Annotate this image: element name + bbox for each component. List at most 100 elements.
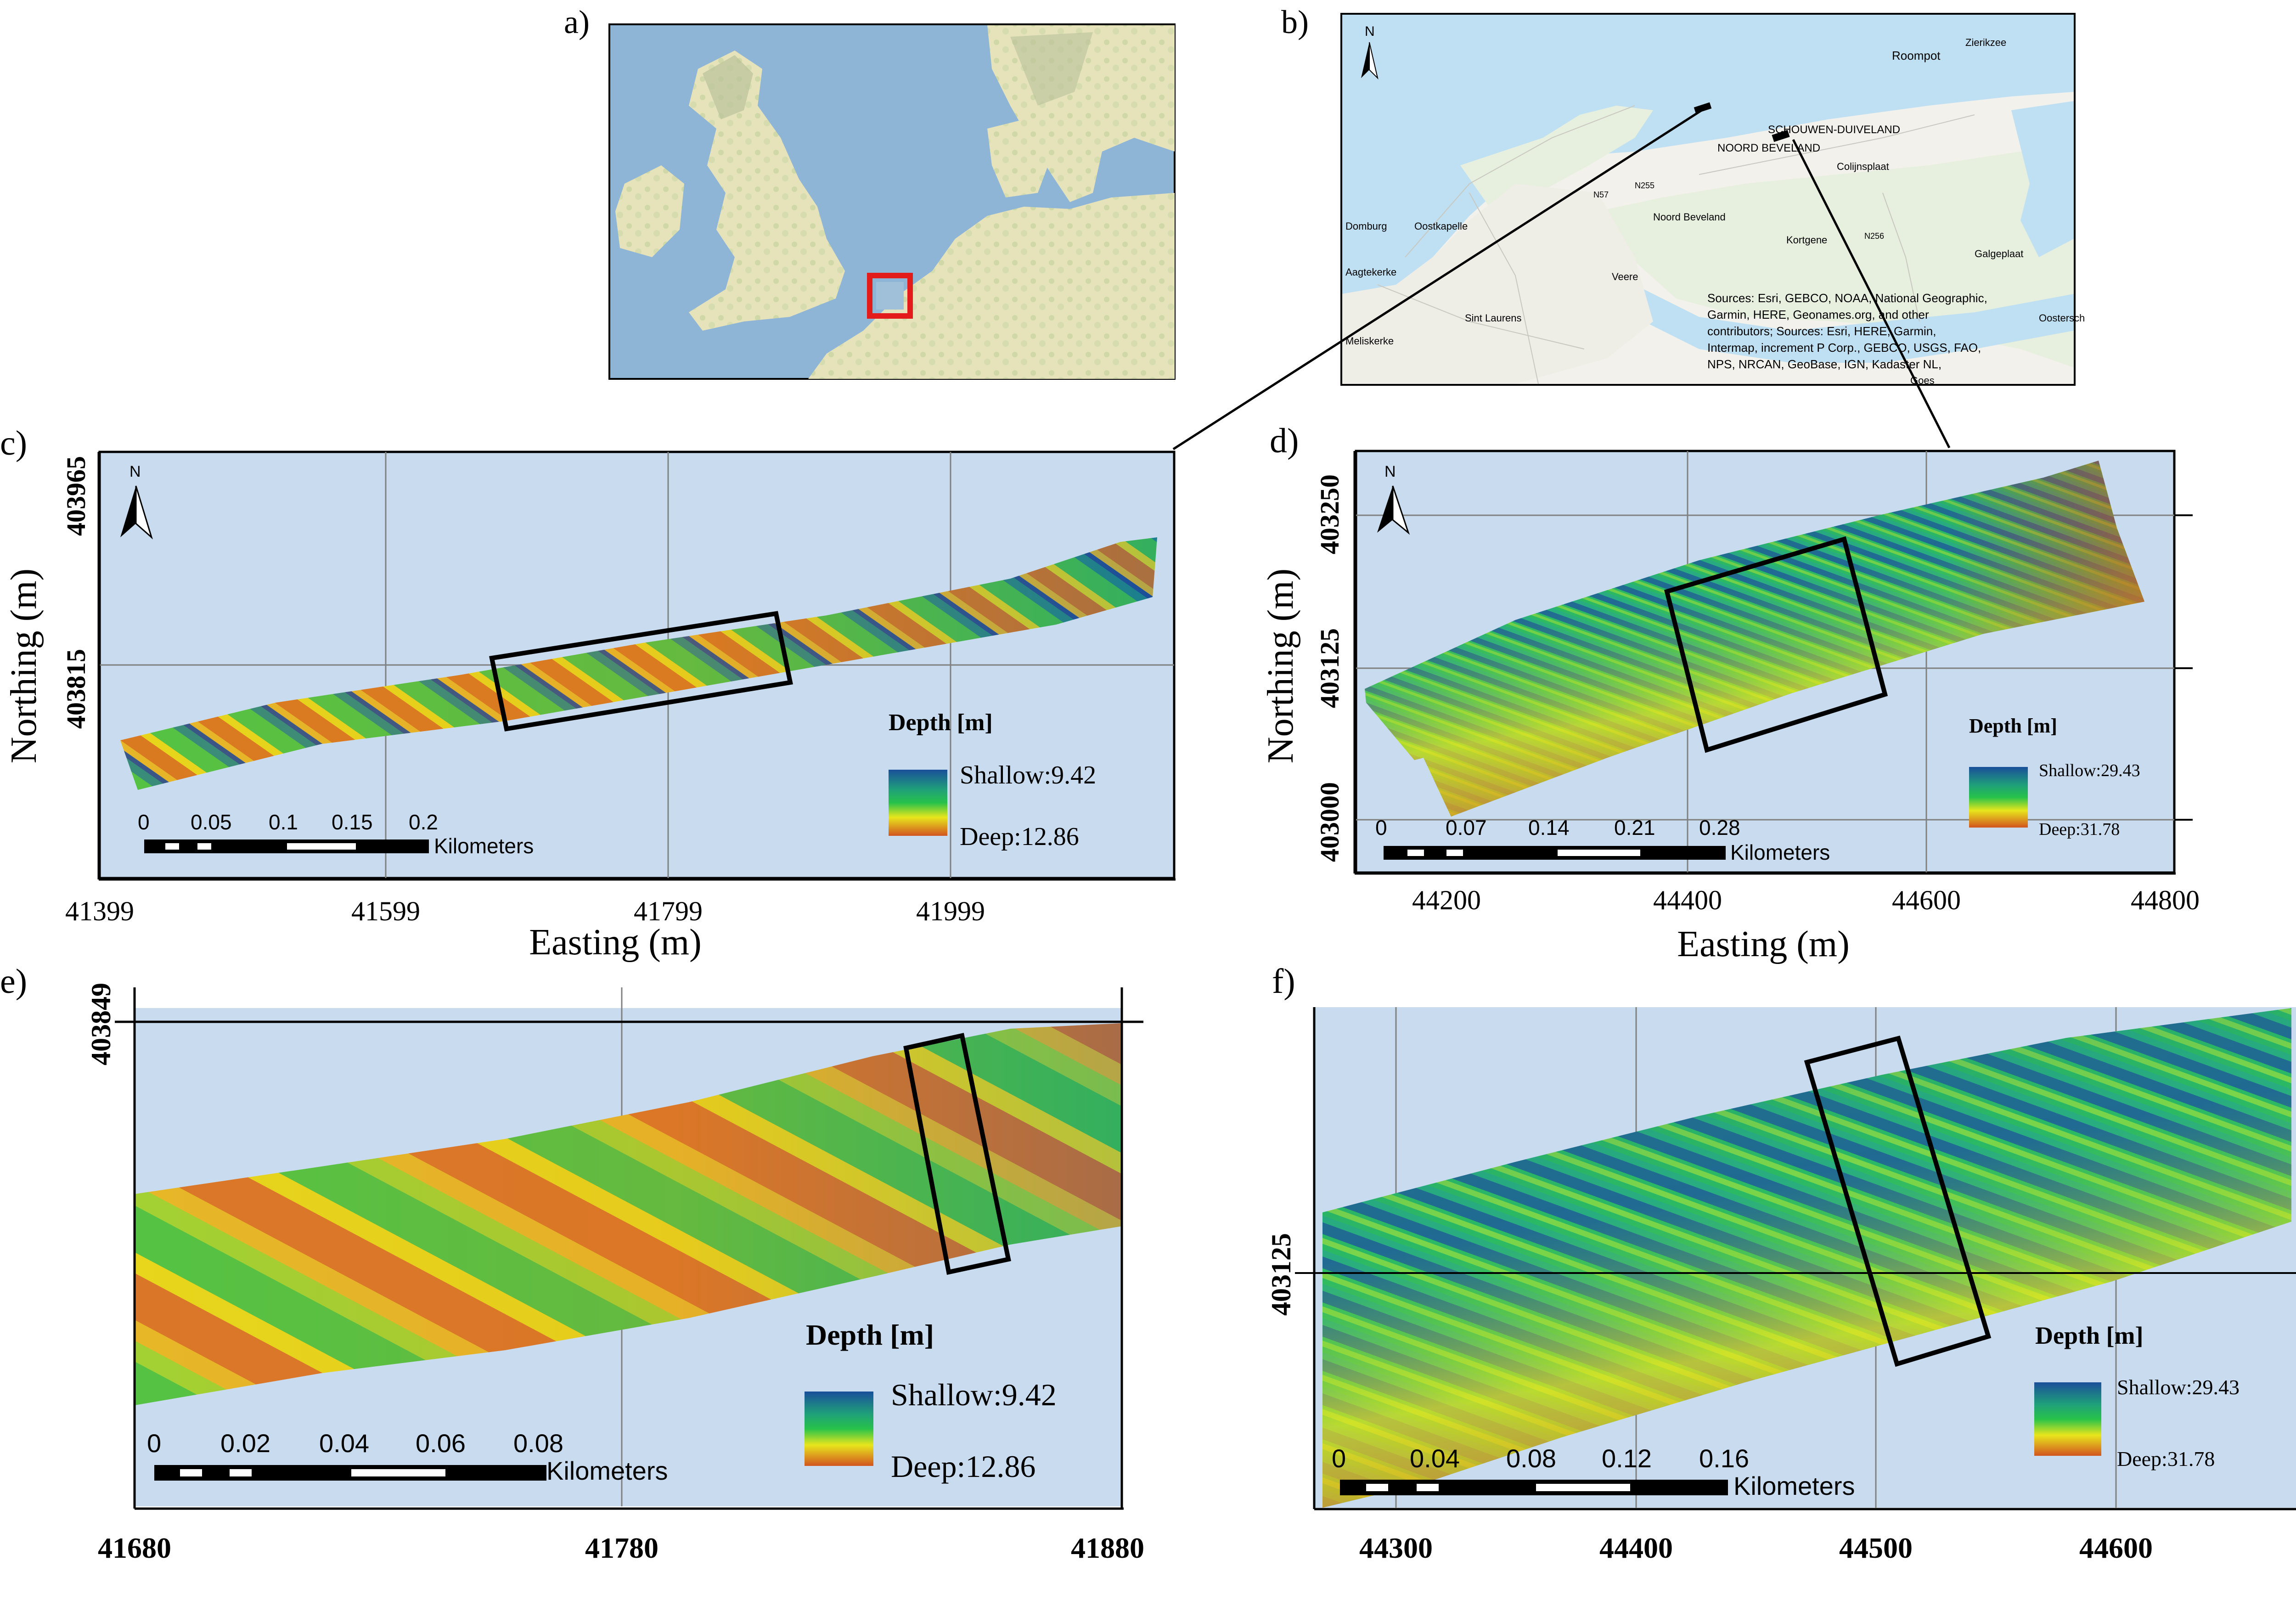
panel-b-label: b) bbox=[1281, 4, 1309, 40]
study-area-marker bbox=[867, 273, 913, 319]
scale-tick: 0.04 bbox=[1410, 1444, 1460, 1473]
scale-unit: Kilometers bbox=[546, 1456, 668, 1485]
legend-deep: Deep:31.78 bbox=[2039, 820, 2120, 839]
x-tick-label: 44200 bbox=[1412, 885, 1481, 915]
place-label: Oostkapelle bbox=[1414, 220, 1468, 232]
panel-e: e) Depth [m] Shallow:9.42 Deep:12.86 0 0… bbox=[0, 962, 1144, 1564]
axes-d: 403250 403125 403000 44200 44400 44600 4… bbox=[1261, 451, 2200, 964]
attribution-line: Sources: Esri, GEBCO, NOAA, National Geo… bbox=[1707, 291, 1987, 305]
zeeland-map-roads bbox=[1377, 105, 1975, 384]
x-tick-label: 41780 bbox=[585, 1532, 658, 1564]
leader-line-c bbox=[1172, 109, 1703, 451]
panel-c: c) N Depth [m] Shallow:9.42 Deep:12.86 0… bbox=[0, 424, 1176, 963]
y-axis-title: Northing (m) bbox=[4, 569, 44, 763]
bathymetry-e-tint bbox=[135, 1023, 1122, 1405]
bathymetry-d-east bbox=[1365, 461, 2144, 817]
site-marker-c bbox=[1694, 102, 1712, 114]
north-label: N bbox=[1365, 24, 1375, 39]
scale-bar-e: 0 0.02 0.04 0.06 0.08 Kilometers bbox=[147, 1429, 668, 1485]
detail-box-e bbox=[903, 1033, 1011, 1275]
panel-c-label: c) bbox=[0, 424, 27, 462]
panel-b: b) Roompot Zierikzee SCHOUWEN-DUIVELAND … bbox=[1281, 4, 2085, 386]
scale-tick: 0 bbox=[147, 1429, 161, 1458]
axes-e: 403849 41680 41780 41880 bbox=[86, 983, 1144, 1564]
study-area-inset bbox=[876, 282, 904, 310]
x-tick-label: 44600 bbox=[2079, 1532, 2153, 1564]
panel-f: f) Depth [m] Shallow:29.43 Deep:31.78 0 … bbox=[1266, 962, 2296, 1564]
x-axis-title: Easting (m) bbox=[1677, 924, 1849, 964]
road-label: N255 bbox=[1635, 181, 1654, 190]
y-tick-label: 403965 bbox=[61, 456, 91, 536]
legend-ramp bbox=[889, 770, 947, 836]
x-tick-label: 44600 bbox=[1892, 885, 1961, 915]
scale-tick: 0.15 bbox=[332, 810, 373, 834]
detail-box-c bbox=[489, 611, 793, 732]
bathymetry-c-tint bbox=[120, 537, 1157, 790]
scale-tick: 0 bbox=[1375, 816, 1387, 839]
scale-tick: 0.05 bbox=[191, 810, 232, 834]
scale-tick: 0.1 bbox=[269, 810, 298, 834]
panel-e-label: e) bbox=[0, 962, 27, 1001]
scale-tick: 0.12 bbox=[1602, 1444, 1652, 1473]
road-label: N256 bbox=[1864, 231, 1884, 241]
attribution-line: contributors; Sources: Esri, HERE, Garmi… bbox=[1707, 324, 1936, 338]
place-label: Galgeplaat bbox=[1975, 248, 2023, 259]
x-tick-label: 41799 bbox=[634, 896, 703, 926]
scale-bar-d: 0 0.07 0.14 0.21 0.28 Kilometers bbox=[1375, 816, 1830, 864]
x-tick-label: 44800 bbox=[2131, 885, 2200, 915]
y-tick-label: 403125 bbox=[1266, 1233, 1296, 1316]
place-label: NOORD BEVELAND bbox=[1717, 142, 1820, 154]
detail-box-f bbox=[1804, 1035, 1992, 1367]
scale-tick: 0.08 bbox=[1506, 1444, 1556, 1473]
scale-bar-c: 0 0.05 0.1 0.15 0.2 Kilometers bbox=[138, 810, 534, 858]
axes-c: 403965 403815 41399 41599 41799 41999 Ea… bbox=[4, 452, 1176, 963]
place-label: Noord Beveland bbox=[1653, 211, 1726, 223]
north-arrow-c: N bbox=[120, 463, 153, 540]
legend-e: Depth [m] Shallow:9.42 Deep:12.86 bbox=[805, 1318, 1057, 1484]
legend-deep: Deep:31.78 bbox=[2117, 1447, 2215, 1471]
x-tick-label: 41680 bbox=[98, 1532, 171, 1564]
panel-a: a) bbox=[564, 4, 1176, 380]
scale-tick: 0.02 bbox=[220, 1429, 270, 1458]
scale-tick: 0.04 bbox=[319, 1429, 369, 1458]
scale-tick: 0.21 bbox=[1614, 816, 1655, 839]
europe-map-land bbox=[615, 25, 1175, 379]
x-tick-label: 41399 bbox=[65, 896, 134, 926]
legend-ramp bbox=[2034, 1382, 2101, 1456]
detail-box-d bbox=[1664, 536, 1888, 753]
y-tick-label: 403815 bbox=[61, 649, 91, 729]
scale-unit: Kilometers bbox=[1730, 840, 1830, 864]
scale-tick: 0.16 bbox=[1699, 1444, 1749, 1473]
place-label: Roompot bbox=[1892, 49, 1941, 62]
x-axis-title: Easting (m) bbox=[529, 922, 701, 963]
legend-title: Depth [m] bbox=[1969, 715, 2057, 737]
legend-c: Depth [m] Shallow:9.42 Deep:12.86 bbox=[889, 710, 1096, 851]
x-tick-label: 44300 bbox=[1359, 1532, 1433, 1564]
bathymetry-f-depth bbox=[1322, 1008, 2291, 1508]
y-tick-label: 403849 bbox=[86, 983, 116, 1065]
north-label: N bbox=[129, 463, 141, 480]
attribution-line: Garmin, HERE, Geonames.org, and other bbox=[1707, 308, 1929, 321]
place-label: Aagtekerke bbox=[1345, 266, 1396, 278]
x-tick-label: 41999 bbox=[916, 896, 985, 926]
north-label: N bbox=[1384, 463, 1396, 480]
attribution-line: NPS, NRCAN, GeoBase, IGN, Kadaster NL, bbox=[1707, 357, 1941, 371]
zeeland-map-places: Roompot Zierikzee SCHOUWEN-DUIVELAND NOO… bbox=[1345, 37, 2085, 386]
x-tick-label: 41599 bbox=[351, 896, 420, 926]
road-label: N57 bbox=[1593, 190, 1609, 199]
legend-ramp bbox=[805, 1392, 873, 1466]
scale-bar-f: 0 0.04 0.08 0.12 0.16 Kilometers bbox=[1332, 1444, 1855, 1500]
legend-shallow: Shallow:29.43 bbox=[2117, 1375, 2240, 1399]
scale-tick: 0.2 bbox=[409, 810, 438, 834]
y-tick-label: 403250 bbox=[1315, 474, 1345, 554]
scale-tick: 0.14 bbox=[1528, 816, 1570, 839]
place-label: Sint Laurens bbox=[1465, 312, 1522, 324]
scale-unit: Kilometers bbox=[434, 834, 534, 858]
legend-shallow: Shallow:9.42 bbox=[960, 761, 1096, 789]
x-tick-label: 44400 bbox=[1599, 1532, 1673, 1564]
north-arrow-b: N bbox=[1361, 24, 1379, 80]
scale-tick: 0.06 bbox=[416, 1429, 466, 1458]
panel-f-label: f) bbox=[1272, 962, 1295, 1001]
